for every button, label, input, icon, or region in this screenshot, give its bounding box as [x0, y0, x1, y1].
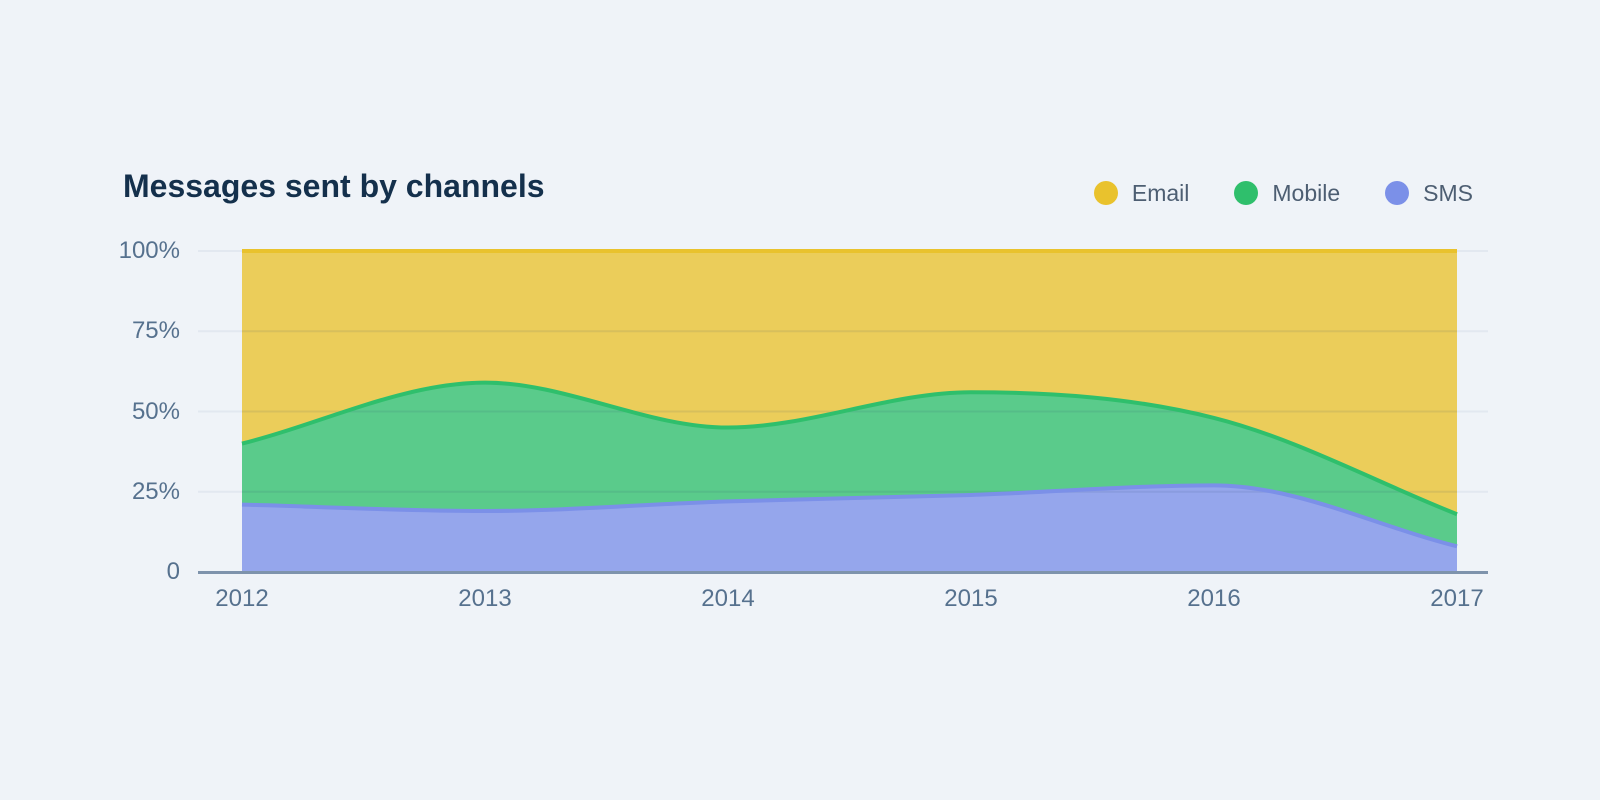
line-mobile	[241, 380, 1458, 517]
email-swatch-icon	[1093, 181, 1118, 205]
area-email	[242, 251, 1457, 515]
legend-item-sms[interactable]: SMS	[1385, 181, 1473, 205]
legend-item-mobile[interactable]: Mobile	[1234, 181, 1340, 205]
line-sms	[241, 483, 1458, 549]
sms-swatch-icon	[1385, 181, 1410, 205]
x-tick-2014: 2014	[701, 585, 755, 612]
x-tick-2016: 2016	[1187, 585, 1241, 612]
legend-label: Email	[1131, 180, 1190, 206]
legend-label: SMS	[1423, 180, 1473, 206]
y-tick-25%: 25%	[131, 477, 180, 505]
y-tick-0: 0	[166, 558, 180, 585]
x-tick-2012: 2012	[215, 585, 269, 612]
x-tick-2015: 2015	[944, 585, 998, 612]
chart-title: Messages sent by channels	[123, 168, 545, 204]
area-sms	[242, 485, 1457, 572]
area-mobile	[242, 382, 1457, 547]
x-tick-2017: 2017	[1430, 585, 1484, 612]
mobile-swatch-icon	[1234, 181, 1259, 205]
y-tick-75%: 75%	[131, 317, 180, 345]
chart-legend: Email Mobile SMS	[1093, 180, 1473, 206]
y-tick-50%: 50%	[131, 397, 180, 425]
legend-label: Mobile	[1272, 180, 1341, 206]
legend-item-email[interactable]: Email	[1093, 180, 1190, 206]
y-tick-100%: 100%	[118, 237, 180, 264]
x-tick-2013: 2013	[458, 585, 512, 612]
